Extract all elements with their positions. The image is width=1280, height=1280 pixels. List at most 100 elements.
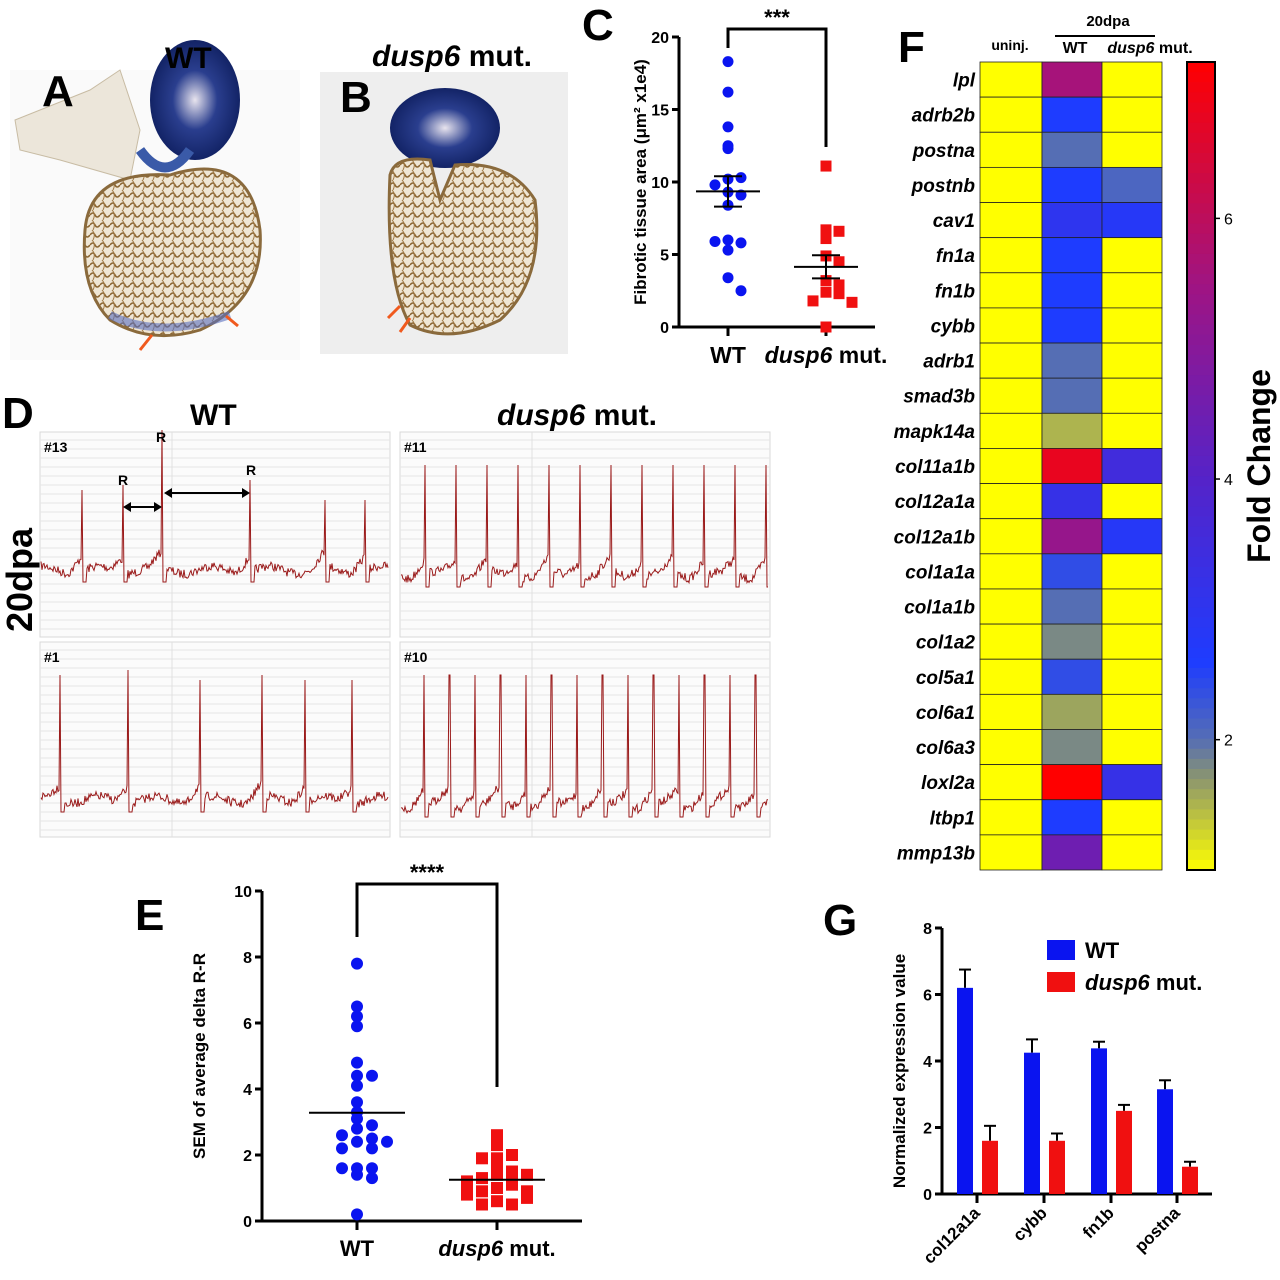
colorbar-segment xyxy=(1187,102,1215,114)
panel-letter-e: E xyxy=(135,891,164,940)
panel-letter-c: C xyxy=(582,1,614,50)
colorbar-segment xyxy=(1187,203,1215,215)
bar-mutant xyxy=(1116,1110,1132,1194)
heatmap-cell xyxy=(1041,166,1103,203)
mutant-data-point xyxy=(807,295,819,307)
y-tick-label: 20 xyxy=(651,30,669,47)
colorbar-segment xyxy=(1187,476,1215,487)
bar-mutant xyxy=(1182,1166,1198,1194)
colorbar-segment xyxy=(1187,647,1215,659)
heatmap-cell xyxy=(1101,166,1163,203)
bar-wt xyxy=(1024,1052,1040,1194)
column-label-rest: mut. xyxy=(1154,40,1192,57)
heatmap-cell xyxy=(1041,377,1103,414)
colorbar-segment xyxy=(1187,526,1215,538)
heatmap-cell xyxy=(1041,553,1103,590)
heatmap-cell xyxy=(1101,412,1163,449)
panel-letter-d: D xyxy=(2,389,34,438)
y-tick-label: 5 xyxy=(660,248,669,265)
wt-data-point xyxy=(351,1069,363,1082)
heatmap-cell xyxy=(1041,61,1103,98)
heatmap-cell xyxy=(979,272,1043,309)
colorbar-segment xyxy=(1187,829,1215,841)
legend-label-mutant-rest: mut. xyxy=(1150,970,1203,995)
colorbar-segment xyxy=(1187,213,1215,225)
bar-wt xyxy=(1091,1048,1107,1194)
panel-d-title-mut: dusp6 mut. xyxy=(497,399,657,432)
colorbar-segment xyxy=(1187,506,1215,518)
wt-data-point xyxy=(336,1129,348,1142)
mutant-data-point xyxy=(820,275,832,287)
colorbar-segment xyxy=(1187,72,1215,83)
gene-row-label: fn1b xyxy=(935,281,976,302)
gene-row-label: col5a1 xyxy=(916,668,975,689)
ecg-trace-panel: #1 xyxy=(39,641,391,838)
heatmap-cell xyxy=(979,166,1043,203)
x-category-label-gene: dusp6 xyxy=(438,1236,504,1261)
heatmap-cell xyxy=(979,764,1043,801)
x-category-label: WT xyxy=(710,342,746,368)
gene-row-label: col6a1 xyxy=(916,703,975,724)
outflow-tract xyxy=(135,146,195,173)
heatmap-cell xyxy=(1041,202,1103,239)
colorbar-segment xyxy=(1187,132,1215,144)
y-tick-label: 10 xyxy=(234,884,252,901)
panel-d-title-rest: mut. xyxy=(585,399,657,432)
colorbar-segment xyxy=(1187,92,1215,103)
colorbar-segment xyxy=(1187,597,1215,608)
gene-row-label: cav1 xyxy=(933,211,975,232)
heatmap-cell xyxy=(979,553,1043,590)
heatmap-cell xyxy=(1041,307,1103,344)
panel-d-row-label: 20dpa xyxy=(0,527,40,632)
wt-data-point xyxy=(351,1112,363,1125)
heatmap-cell xyxy=(979,342,1043,379)
heatmap-cell xyxy=(1101,307,1163,344)
legend-swatch-mutant xyxy=(1047,972,1075,992)
heatmap-cell xyxy=(1041,799,1103,836)
y-tick-label: 15 xyxy=(651,103,669,120)
bulbus-arteriosus xyxy=(390,88,500,168)
colorbar-segment xyxy=(1187,577,1215,588)
colorbar-segment xyxy=(1187,294,1215,305)
gene-row-label: col1a2 xyxy=(916,633,976,654)
y-tick-label: 4 xyxy=(243,1082,252,1099)
panel-b-title-rest: mut. xyxy=(460,40,532,73)
colorbar-segment xyxy=(1187,253,1215,265)
colorbar-tick-label: 6 xyxy=(1224,211,1233,228)
panel-b: B dusp6 mut. xyxy=(320,40,568,354)
panel-b-title: dusp6 mut. xyxy=(372,40,532,73)
mutant-data-point xyxy=(491,1182,503,1194)
wt-data-point xyxy=(351,1135,363,1148)
wt-data-point xyxy=(722,234,734,246)
arrow-icon xyxy=(225,314,239,328)
y-tick-label: 2 xyxy=(243,1148,252,1165)
heatmap-cell xyxy=(1041,448,1103,484)
colorbar-segment xyxy=(1187,385,1215,396)
colorbar-segment xyxy=(1187,334,1215,346)
mutant-data-point xyxy=(521,1185,533,1198)
column-group-label: 20dpa xyxy=(1086,13,1130,30)
column-label: uninj. xyxy=(991,37,1028,53)
x-category-label: postna xyxy=(1131,1203,1184,1256)
r-peak-label: R xyxy=(246,462,256,478)
y-tick-label: 8 xyxy=(243,950,252,967)
colorbar-segment xyxy=(1187,365,1215,376)
significance-stars: *** xyxy=(764,5,790,30)
panel-a: A WT xyxy=(10,40,300,360)
y-tick-label: 0 xyxy=(923,1187,932,1204)
mutant-data-point xyxy=(461,1182,473,1194)
gene-row-label: fn1a xyxy=(936,246,976,267)
wt-data-point xyxy=(351,957,363,970)
mutant-data-point xyxy=(833,288,845,300)
heatmap-cell xyxy=(1041,764,1103,801)
colorbar-segment xyxy=(1187,223,1215,235)
heatmap-cell xyxy=(1101,131,1163,168)
heatmap-cell xyxy=(1041,237,1103,274)
wt-data-point xyxy=(366,1132,378,1145)
gene-row-label: cybb xyxy=(931,316,976,337)
colorbar-segment xyxy=(1187,354,1215,366)
column-label-gene: dusp6 xyxy=(1107,40,1154,57)
heatmap-cell xyxy=(1041,693,1103,730)
mutant-data-point xyxy=(506,1178,518,1191)
